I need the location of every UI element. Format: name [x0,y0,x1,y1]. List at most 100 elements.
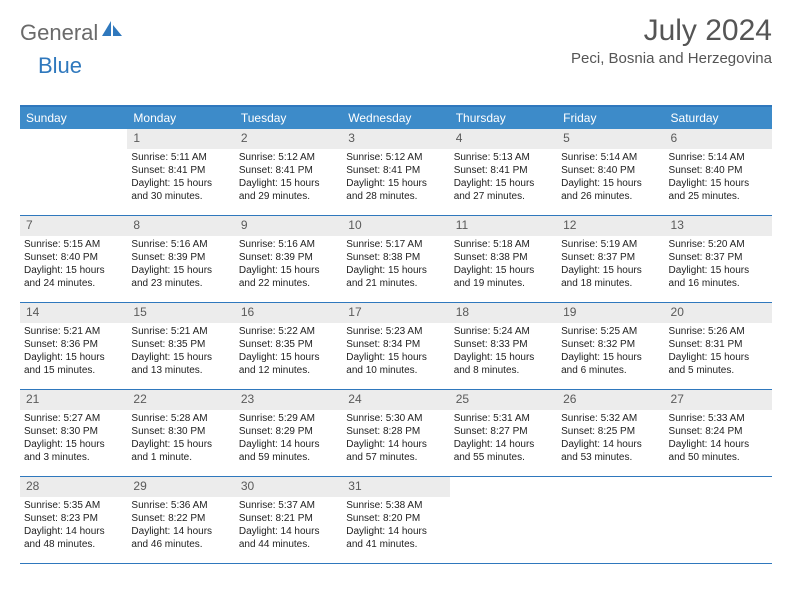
sunset-text: Sunset: 8:31 PM [669,338,768,351]
daylight-text: Daylight: 14 hours and 48 minutes. [24,525,123,551]
day-body: Sunrise: 5:37 AMSunset: 8:21 PMDaylight:… [235,497,342,557]
day-cell: 20Sunrise: 5:26 AMSunset: 8:31 PMDayligh… [665,303,772,389]
day-cell: 15Sunrise: 5:21 AMSunset: 8:35 PMDayligh… [127,303,234,389]
sunset-text: Sunset: 8:28 PM [346,425,445,438]
daylight-text: Daylight: 14 hours and 46 minutes. [131,525,230,551]
daylight-text: Daylight: 15 hours and 15 minutes. [24,351,123,377]
brand-part2: Blue [38,53,82,78]
sunrise-text: Sunrise: 5:20 AM [669,238,768,251]
day-body: Sunrise: 5:36 AMSunset: 8:22 PMDaylight:… [127,497,234,557]
day-body: Sunrise: 5:11 AMSunset: 8:41 PMDaylight:… [127,149,234,209]
day-body: Sunrise: 5:29 AMSunset: 8:29 PMDaylight:… [235,410,342,470]
sunrise-text: Sunrise: 5:29 AM [239,412,338,425]
week-row: 28Sunrise: 5:35 AMSunset: 8:23 PMDayligh… [20,477,772,564]
day-body: Sunrise: 5:18 AMSunset: 8:38 PMDaylight:… [450,236,557,296]
day-body: Sunrise: 5:15 AMSunset: 8:40 PMDaylight:… [20,236,127,296]
day-number: 8 [127,216,234,236]
day-cell: 13Sunrise: 5:20 AMSunset: 8:37 PMDayligh… [665,216,772,302]
sunset-text: Sunset: 8:32 PM [561,338,660,351]
weekday-header: Friday [557,107,664,129]
daylight-text: Daylight: 15 hours and 1 minute. [131,438,230,464]
daylight-text: Daylight: 15 hours and 10 minutes. [346,351,445,377]
daylight-text: Daylight: 14 hours and 44 minutes. [239,525,338,551]
weekday-header: Thursday [450,107,557,129]
sunrise-text: Sunrise: 5:23 AM [346,325,445,338]
day-cell: . [557,477,664,563]
day-number: 22 [127,390,234,410]
daylight-text: Daylight: 15 hours and 3 minutes. [24,438,123,464]
week-row: 21Sunrise: 5:27 AMSunset: 8:30 PMDayligh… [20,390,772,477]
sunrise-text: Sunrise: 5:38 AM [346,499,445,512]
day-number: 21 [20,390,127,410]
daylight-text: Daylight: 15 hours and 16 minutes. [669,264,768,290]
page-title: July 2024 [571,14,772,48]
brand-logo: General [20,20,124,46]
weekday-header: Sunday [20,107,127,129]
day-body: Sunrise: 5:28 AMSunset: 8:30 PMDaylight:… [127,410,234,470]
day-cell: 28Sunrise: 5:35 AMSunset: 8:23 PMDayligh… [20,477,127,563]
day-body: Sunrise: 5:19 AMSunset: 8:37 PMDaylight:… [557,236,664,296]
day-cell: 19Sunrise: 5:25 AMSunset: 8:32 PMDayligh… [557,303,664,389]
sunrise-text: Sunrise: 5:36 AM [131,499,230,512]
day-cell: 11Sunrise: 5:18 AMSunset: 8:38 PMDayligh… [450,216,557,302]
sunrise-text: Sunrise: 5:21 AM [24,325,123,338]
day-number: 29 [127,477,234,497]
sunset-text: Sunset: 8:36 PM [24,338,123,351]
sunrise-text: Sunrise: 5:12 AM [239,151,338,164]
sunset-text: Sunset: 8:40 PM [561,164,660,177]
week-row: 14Sunrise: 5:21 AMSunset: 8:36 PMDayligh… [20,303,772,390]
weekday-header: Saturday [665,107,772,129]
sunrise-text: Sunrise: 5:17 AM [346,238,445,251]
day-number: 18 [450,303,557,323]
weekday-header: Monday [127,107,234,129]
sunrise-text: Sunrise: 5:32 AM [561,412,660,425]
brand-part1: General [20,20,98,46]
sunrise-text: Sunrise: 5:27 AM [24,412,123,425]
day-number: 10 [342,216,449,236]
sunrise-text: Sunrise: 5:25 AM [561,325,660,338]
day-body: Sunrise: 5:13 AMSunset: 8:41 PMDaylight:… [450,149,557,209]
day-body: Sunrise: 5:21 AMSunset: 8:35 PMDaylight:… [127,323,234,383]
day-cell: . [20,129,127,215]
day-number: 5 [557,129,664,149]
sunset-text: Sunset: 8:27 PM [454,425,553,438]
day-cell: 22Sunrise: 5:28 AMSunset: 8:30 PMDayligh… [127,390,234,476]
day-number: 23 [235,390,342,410]
sunset-text: Sunset: 8:34 PM [346,338,445,351]
day-number: 9 [235,216,342,236]
sunset-text: Sunset: 8:35 PM [239,338,338,351]
sunset-text: Sunset: 8:21 PM [239,512,338,525]
day-cell: 16Sunrise: 5:22 AMSunset: 8:35 PMDayligh… [235,303,342,389]
sunset-text: Sunset: 8:38 PM [454,251,553,264]
sunset-text: Sunset: 8:25 PM [561,425,660,438]
day-cell: 26Sunrise: 5:32 AMSunset: 8:25 PMDayligh… [557,390,664,476]
day-cell: 21Sunrise: 5:27 AMSunset: 8:30 PMDayligh… [20,390,127,476]
day-body: Sunrise: 5:33 AMSunset: 8:24 PMDaylight:… [665,410,772,470]
sunrise-text: Sunrise: 5:30 AM [346,412,445,425]
day-body: Sunrise: 5:14 AMSunset: 8:40 PMDaylight:… [665,149,772,209]
day-body: Sunrise: 5:26 AMSunset: 8:31 PMDaylight:… [665,323,772,383]
day-cell: 12Sunrise: 5:19 AMSunset: 8:37 PMDayligh… [557,216,664,302]
sunrise-text: Sunrise: 5:31 AM [454,412,553,425]
sunset-text: Sunset: 8:41 PM [454,164,553,177]
sunset-text: Sunset: 8:35 PM [131,338,230,351]
sunset-text: Sunset: 8:39 PM [239,251,338,264]
sunrise-text: Sunrise: 5:28 AM [131,412,230,425]
day-cell: 8Sunrise: 5:16 AMSunset: 8:39 PMDaylight… [127,216,234,302]
day-number: 4 [450,129,557,149]
sunrise-text: Sunrise: 5:14 AM [669,151,768,164]
sunset-text: Sunset: 8:40 PM [669,164,768,177]
day-number: 14 [20,303,127,323]
weeks-container: .1Sunrise: 5:11 AMSunset: 8:41 PMDayligh… [20,129,772,564]
sunrise-text: Sunrise: 5:24 AM [454,325,553,338]
day-cell: 23Sunrise: 5:29 AMSunset: 8:29 PMDayligh… [235,390,342,476]
sunrise-text: Sunrise: 5:26 AM [669,325,768,338]
day-cell: 27Sunrise: 5:33 AMSunset: 8:24 PMDayligh… [665,390,772,476]
day-number: 24 [342,390,449,410]
day-body: Sunrise: 5:30 AMSunset: 8:28 PMDaylight:… [342,410,449,470]
day-cell: . [665,477,772,563]
day-number: 19 [557,303,664,323]
daylight-text: Daylight: 15 hours and 18 minutes. [561,264,660,290]
day-cell: 3Sunrise: 5:12 AMSunset: 8:41 PMDaylight… [342,129,449,215]
sunset-text: Sunset: 8:33 PM [454,338,553,351]
